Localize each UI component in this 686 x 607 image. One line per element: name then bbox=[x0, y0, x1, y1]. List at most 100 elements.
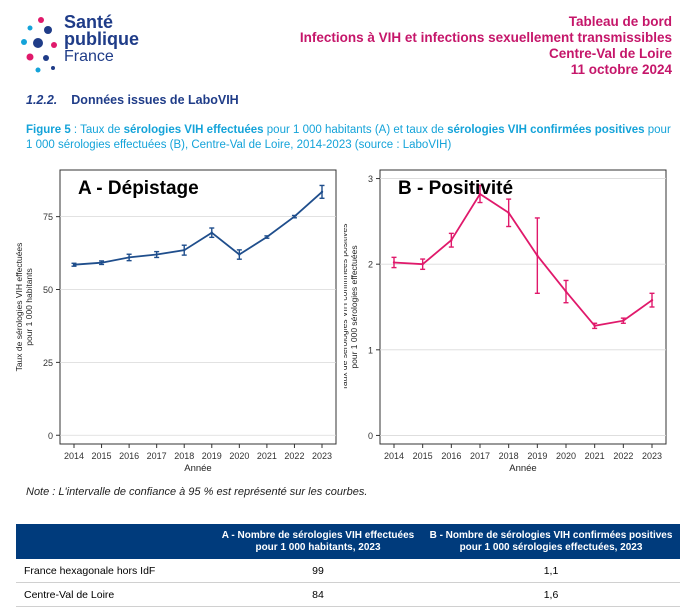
y-tick-label: 0 bbox=[48, 431, 53, 441]
data-point bbox=[238, 253, 241, 256]
x-tick-label: 2023 bbox=[312, 451, 332, 461]
x-tick-label: 2015 bbox=[413, 451, 433, 461]
chart-depistage: 0 25 50 75 2014 2015 2016 2017 2018 2019 2020 2021 2… bbox=[14, 169, 337, 474]
y-axis-title: Taux de sérologies VIH effectuées bbox=[14, 243, 24, 372]
y-tick-label: 0 bbox=[368, 431, 373, 441]
x-tick-label: 2017 bbox=[470, 451, 490, 461]
y-tick-label: 3 bbox=[368, 174, 373, 184]
data-point bbox=[564, 290, 568, 293]
data-point bbox=[183, 248, 186, 252]
logo-dot bbox=[51, 42, 57, 48]
caption-bold: sérologies VIH effectuées bbox=[123, 124, 264, 136]
data-point bbox=[392, 261, 396, 264]
row-value-b: 1,1 bbox=[422, 559, 680, 583]
y-tick-label: 75 bbox=[43, 212, 53, 222]
data-point bbox=[155, 253, 158, 256]
chart-positivite: 0 1 2 3 2014 2015 2016 2017 2018 2019 2020 2021 2022… bbox=[344, 169, 667, 474]
data-point bbox=[450, 239, 453, 242]
y-axis-title: pour 1 000 sérologies effectuées bbox=[349, 245, 359, 368]
row-value-a: 99 bbox=[214, 559, 422, 583]
caption-part: pour 1 000 habitants (A) et taux de bbox=[263, 124, 448, 136]
y-axis-title: Taux de sérologies VIH confirmées positi… bbox=[344, 224, 349, 391]
x-axis-title: Année bbox=[509, 463, 536, 474]
x-tick-label: 2017 bbox=[147, 451, 167, 461]
x-tick-label: 2018 bbox=[174, 451, 194, 461]
section-title: Données issues de LaboVIH bbox=[71, 93, 239, 107]
x-axis-title: Année bbox=[184, 463, 211, 474]
section-number: 1.2.2. bbox=[26, 93, 58, 107]
figure-caption: Figure 5 : Taux de sérologies VIH effect… bbox=[26, 123, 676, 153]
data-point bbox=[622, 319, 625, 322]
y-tick-label: 1 bbox=[368, 345, 373, 355]
document-header: Tableau de bord Infections à VIH et infe… bbox=[300, 14, 672, 78]
plot-panel bbox=[59, 169, 337, 445]
data-point bbox=[478, 192, 482, 196]
logo-line-3: France bbox=[64, 48, 114, 65]
logo-dot bbox=[35, 67, 41, 73]
header-line-4: 11 octobre 2024 bbox=[570, 62, 672, 77]
logo-dot bbox=[21, 39, 27, 45]
caption-bold: sérologies VIH confirmées positives bbox=[447, 124, 645, 136]
x-tick-label: 2020 bbox=[556, 451, 576, 461]
x-tick-label: 2023 bbox=[642, 451, 662, 461]
x-tick-label: 2019 bbox=[202, 451, 222, 461]
caption-part: : Taux de bbox=[70, 124, 124, 136]
row-value-b: 1,6 bbox=[422, 582, 680, 607]
logo-dot bbox=[33, 38, 43, 48]
table-row: France hexagonale hors IdF 99 1,1 bbox=[16, 559, 680, 583]
table-header-row: A - Nombre de sérologies VIH effectuées … bbox=[16, 524, 680, 559]
x-tick-label: 2021 bbox=[257, 451, 277, 461]
data-point bbox=[293, 215, 296, 218]
sante-publique-france-logo bbox=[21, 17, 57, 73]
logo-line-2: publique bbox=[64, 29, 139, 49]
row-label: France hexagonale hors IdF bbox=[16, 559, 214, 583]
data-point bbox=[210, 231, 213, 234]
logo-line-1: Santé bbox=[64, 12, 114, 32]
table-row: Centre-Val de Loire 84 1,6 bbox=[16, 582, 680, 607]
row-label: Centre-Val de Loire bbox=[16, 582, 214, 607]
y-tick-label: 25 bbox=[43, 358, 53, 368]
row-value-a: 84 bbox=[214, 582, 422, 607]
header-line-1: Tableau de bord bbox=[568, 14, 672, 29]
series-line bbox=[73, 191, 323, 266]
data-point bbox=[265, 235, 269, 239]
table-header-blank bbox=[16, 524, 214, 559]
caption-part: pour 1 000 sérologies effectuées (B), Ce… bbox=[26, 124, 671, 151]
x-tick-label: 2016 bbox=[119, 451, 139, 461]
table-header-b: B - Nombre de sérologies VIH confirmées … bbox=[422, 524, 680, 559]
logo-dot bbox=[38, 17, 44, 23]
logo-wordmark: Santé publique France bbox=[64, 12, 139, 65]
figure-label: Figure 5 bbox=[26, 124, 71, 136]
chart-title: B - Positivité bbox=[398, 178, 513, 199]
data-point bbox=[421, 262, 424, 266]
summary-table: A - Nombre de sérologies VIH effectuées … bbox=[16, 524, 680, 607]
y-tick-label: 2 bbox=[368, 260, 373, 270]
data-point bbox=[320, 190, 324, 194]
x-tick-label: 2015 bbox=[92, 451, 112, 461]
x-tick-label: 2019 bbox=[527, 451, 547, 461]
data-point bbox=[650, 298, 654, 302]
data-point bbox=[127, 256, 131, 259]
logo-dot bbox=[26, 53, 34, 61]
chart-title: A - Dépistage bbox=[78, 178, 199, 199]
series-line bbox=[393, 192, 653, 327]
header-line-3: Centre-Val de Loire bbox=[548, 46, 672, 61]
data-point bbox=[100, 261, 103, 264]
table-header-a: A - Nombre de sérologies VIH effectuées … bbox=[214, 524, 422, 559]
x-tick-label: 2018 bbox=[499, 451, 519, 461]
logo-dot bbox=[43, 55, 49, 61]
x-tick-label: 2022 bbox=[284, 451, 304, 461]
x-tick-label: 2014 bbox=[64, 451, 84, 461]
data-point bbox=[507, 211, 510, 215]
section-heading: 1.2.2. Données issues de LaboVIH bbox=[26, 93, 239, 107]
data-point bbox=[536, 254, 539, 257]
y-axis-title: pour 1 000 habitants bbox=[24, 268, 34, 346]
logo-dot bbox=[51, 66, 55, 70]
x-tick-label: 2021 bbox=[585, 451, 605, 461]
x-tick-label: 2020 bbox=[229, 451, 249, 461]
x-tick-label: 2016 bbox=[441, 451, 461, 461]
x-tick-label: 2014 bbox=[384, 451, 404, 461]
header-line-2: Infections à VIH et infections sexuellem… bbox=[299, 30, 672, 45]
plot-panel bbox=[379, 169, 667, 445]
confidence-interval-note: Note : L'intervalle de confiance à 95 % … bbox=[26, 486, 368, 498]
